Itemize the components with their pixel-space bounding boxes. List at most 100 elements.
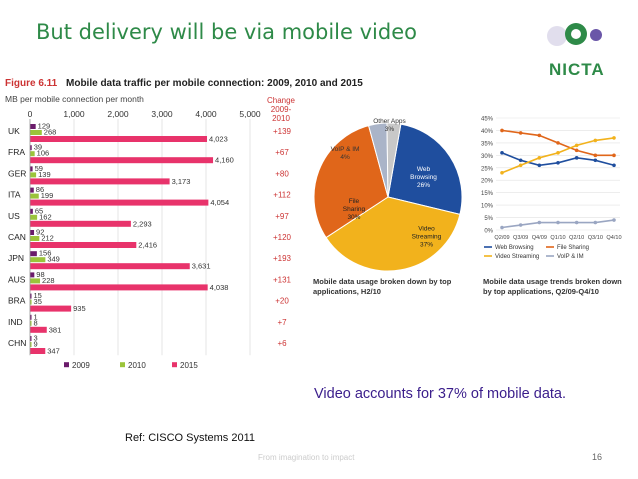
bar-value-label: 4,160: [215, 156, 234, 165]
bar-2009: [30, 187, 34, 193]
bar-category-label: FRA: [8, 147, 25, 157]
bar-x-tick-label: 1,000: [63, 109, 85, 119]
bar-value-label: 381: [49, 325, 62, 334]
line-point: [500, 128, 504, 133]
bar-value-label: 935: [73, 304, 86, 313]
bar-2015: [30, 178, 170, 185]
page-number: 16: [592, 452, 603, 462]
bar-2010: [30, 320, 32, 326]
figure-label: Figure 6.11: [5, 78, 58, 89]
bar-chart-axis-title: MB per mobile connection per month: [5, 94, 144, 104]
line-y-tick-label: 40%: [481, 129, 494, 135]
bar-value-label: 2,416: [138, 241, 157, 250]
bar-value-label: 8: [34, 318, 38, 327]
legend-swatch-2009: [64, 362, 69, 368]
bar-x-tick-label: 2,000: [107, 109, 129, 119]
bar-category-label: UK: [8, 126, 20, 136]
legend-label: Web Browsing: [495, 245, 534, 251]
bar-value-label: 92: [36, 228, 44, 237]
pie-slice-label: Browsing: [410, 174, 437, 181]
bar-value-label: 106: [37, 149, 50, 158]
bar-2009: [30, 272, 35, 278]
line-y-tick-label: 45%: [481, 117, 494, 123]
pie-slice-label: Web: [417, 166, 431, 173]
bar-category-label: ITA: [8, 190, 21, 200]
bar-2015: [30, 326, 47, 333]
line-point: [518, 158, 523, 163]
line-point: [537, 156, 542, 160]
bar-2015: [30, 263, 190, 270]
bar-value-label: 4,038: [210, 283, 229, 292]
line-point: [518, 163, 523, 168]
line-point: [500, 170, 504, 175]
line-y-tick-label: 20%: [481, 179, 494, 185]
pie-slice-label: File: [349, 198, 360, 205]
logo-text: NICTA: [549, 60, 605, 79]
line-chart: 0% 5% 10% 15% 20% 25% 30% 35% 40% 45% Q2/09 Q3/09 Q4…: [481, 117, 622, 261]
legend-swatch-2015: [172, 362, 177, 368]
line-x-tick-label: Q3/10: [588, 235, 603, 241]
bar-2010: [30, 236, 40, 241]
pie-slice-label: Streaming: [412, 233, 442, 240]
bar-value-label: 1: [34, 312, 38, 321]
bar-2009: [30, 336, 32, 341]
line-point: [556, 161, 560, 165]
bar-2010: [30, 130, 42, 135]
slide-title: But delivery will be via mobile video: [36, 20, 417, 44]
bar-value-label: 4,054: [210, 198, 229, 207]
pie-slice-video-streaming: [325, 196, 461, 272]
line-point: [518, 223, 523, 227]
bar-change-value: +193: [273, 254, 292, 263]
bar-category-label: US: [8, 211, 20, 221]
legend-label: Video Streaming: [495, 254, 539, 260]
footer-text: From imagination to impact: [258, 453, 355, 462]
bar-value-label: 9: [34, 340, 38, 349]
bar-2009: [30, 314, 32, 320]
bar-value-label: 2,293: [133, 219, 152, 228]
change-header-line1: Change: [266, 96, 296, 105]
line-y-tick-label: 30%: [481, 154, 494, 160]
pie-chart-title: Mobile data usage broken down by top app…: [313, 277, 452, 296]
bar-change-value: +67: [275, 148, 289, 157]
bar-value-label: 35: [34, 297, 42, 306]
pie-slice-label: Other Apps: [373, 118, 406, 125]
bar-value-label: 65: [35, 206, 43, 215]
line-y-tick-label: 15%: [481, 191, 494, 197]
reference: Ref: CISCO Systems 2011: [125, 432, 256, 444]
bar-value-label: 3: [34, 334, 38, 343]
bar-change-value: +112: [273, 191, 291, 200]
legend-label-2009: 2009: [72, 361, 90, 370]
line-point: [593, 138, 598, 143]
bar-category-label: JPN: [8, 253, 24, 263]
pie-slice-percent: 4%: [340, 154, 350, 161]
bar-value-label: 3,631: [192, 262, 211, 271]
bar-chart-title: Mobile data traffic per mobile connectio…: [66, 78, 363, 89]
bar-change-value: +120: [273, 233, 292, 242]
bar-value-label: 349: [47, 255, 60, 264]
line-point: [518, 131, 523, 135]
line-chart-title: Mobile data usage trends broken down by …: [483, 277, 622, 296]
bar-change-value: +131: [273, 275, 292, 284]
legend-swatch-2010: [120, 362, 125, 368]
bar-category-label: BRA: [8, 296, 26, 306]
line-point: [537, 133, 542, 138]
bar-2009: [30, 145, 32, 151]
line-x-tick-label: Q1/10: [550, 235, 565, 241]
line-point: [556, 220, 560, 225]
line-y-tick-label: 35%: [481, 141, 494, 147]
bar-change-value: +139: [273, 127, 292, 136]
line-point: [537, 163, 542, 168]
line-x-tick-label: Q4/09: [532, 235, 547, 241]
pie-slice-percent: 37%: [420, 241, 433, 248]
bar-category-label: CAN: [8, 232, 26, 242]
bar-2015: [30, 157, 214, 164]
bar-value-label: 162: [39, 212, 52, 221]
pie-slice-other-apps: [386, 122, 402, 198]
bar-2009: [30, 251, 37, 257]
bar-2010: [30, 299, 32, 305]
line-point: [593, 153, 598, 158]
line-x-tick-label: Q2/09: [494, 235, 509, 241]
caption: Video accounts for 37% of mobile data.: [314, 386, 567, 402]
bar-value-label: 156: [39, 249, 52, 258]
